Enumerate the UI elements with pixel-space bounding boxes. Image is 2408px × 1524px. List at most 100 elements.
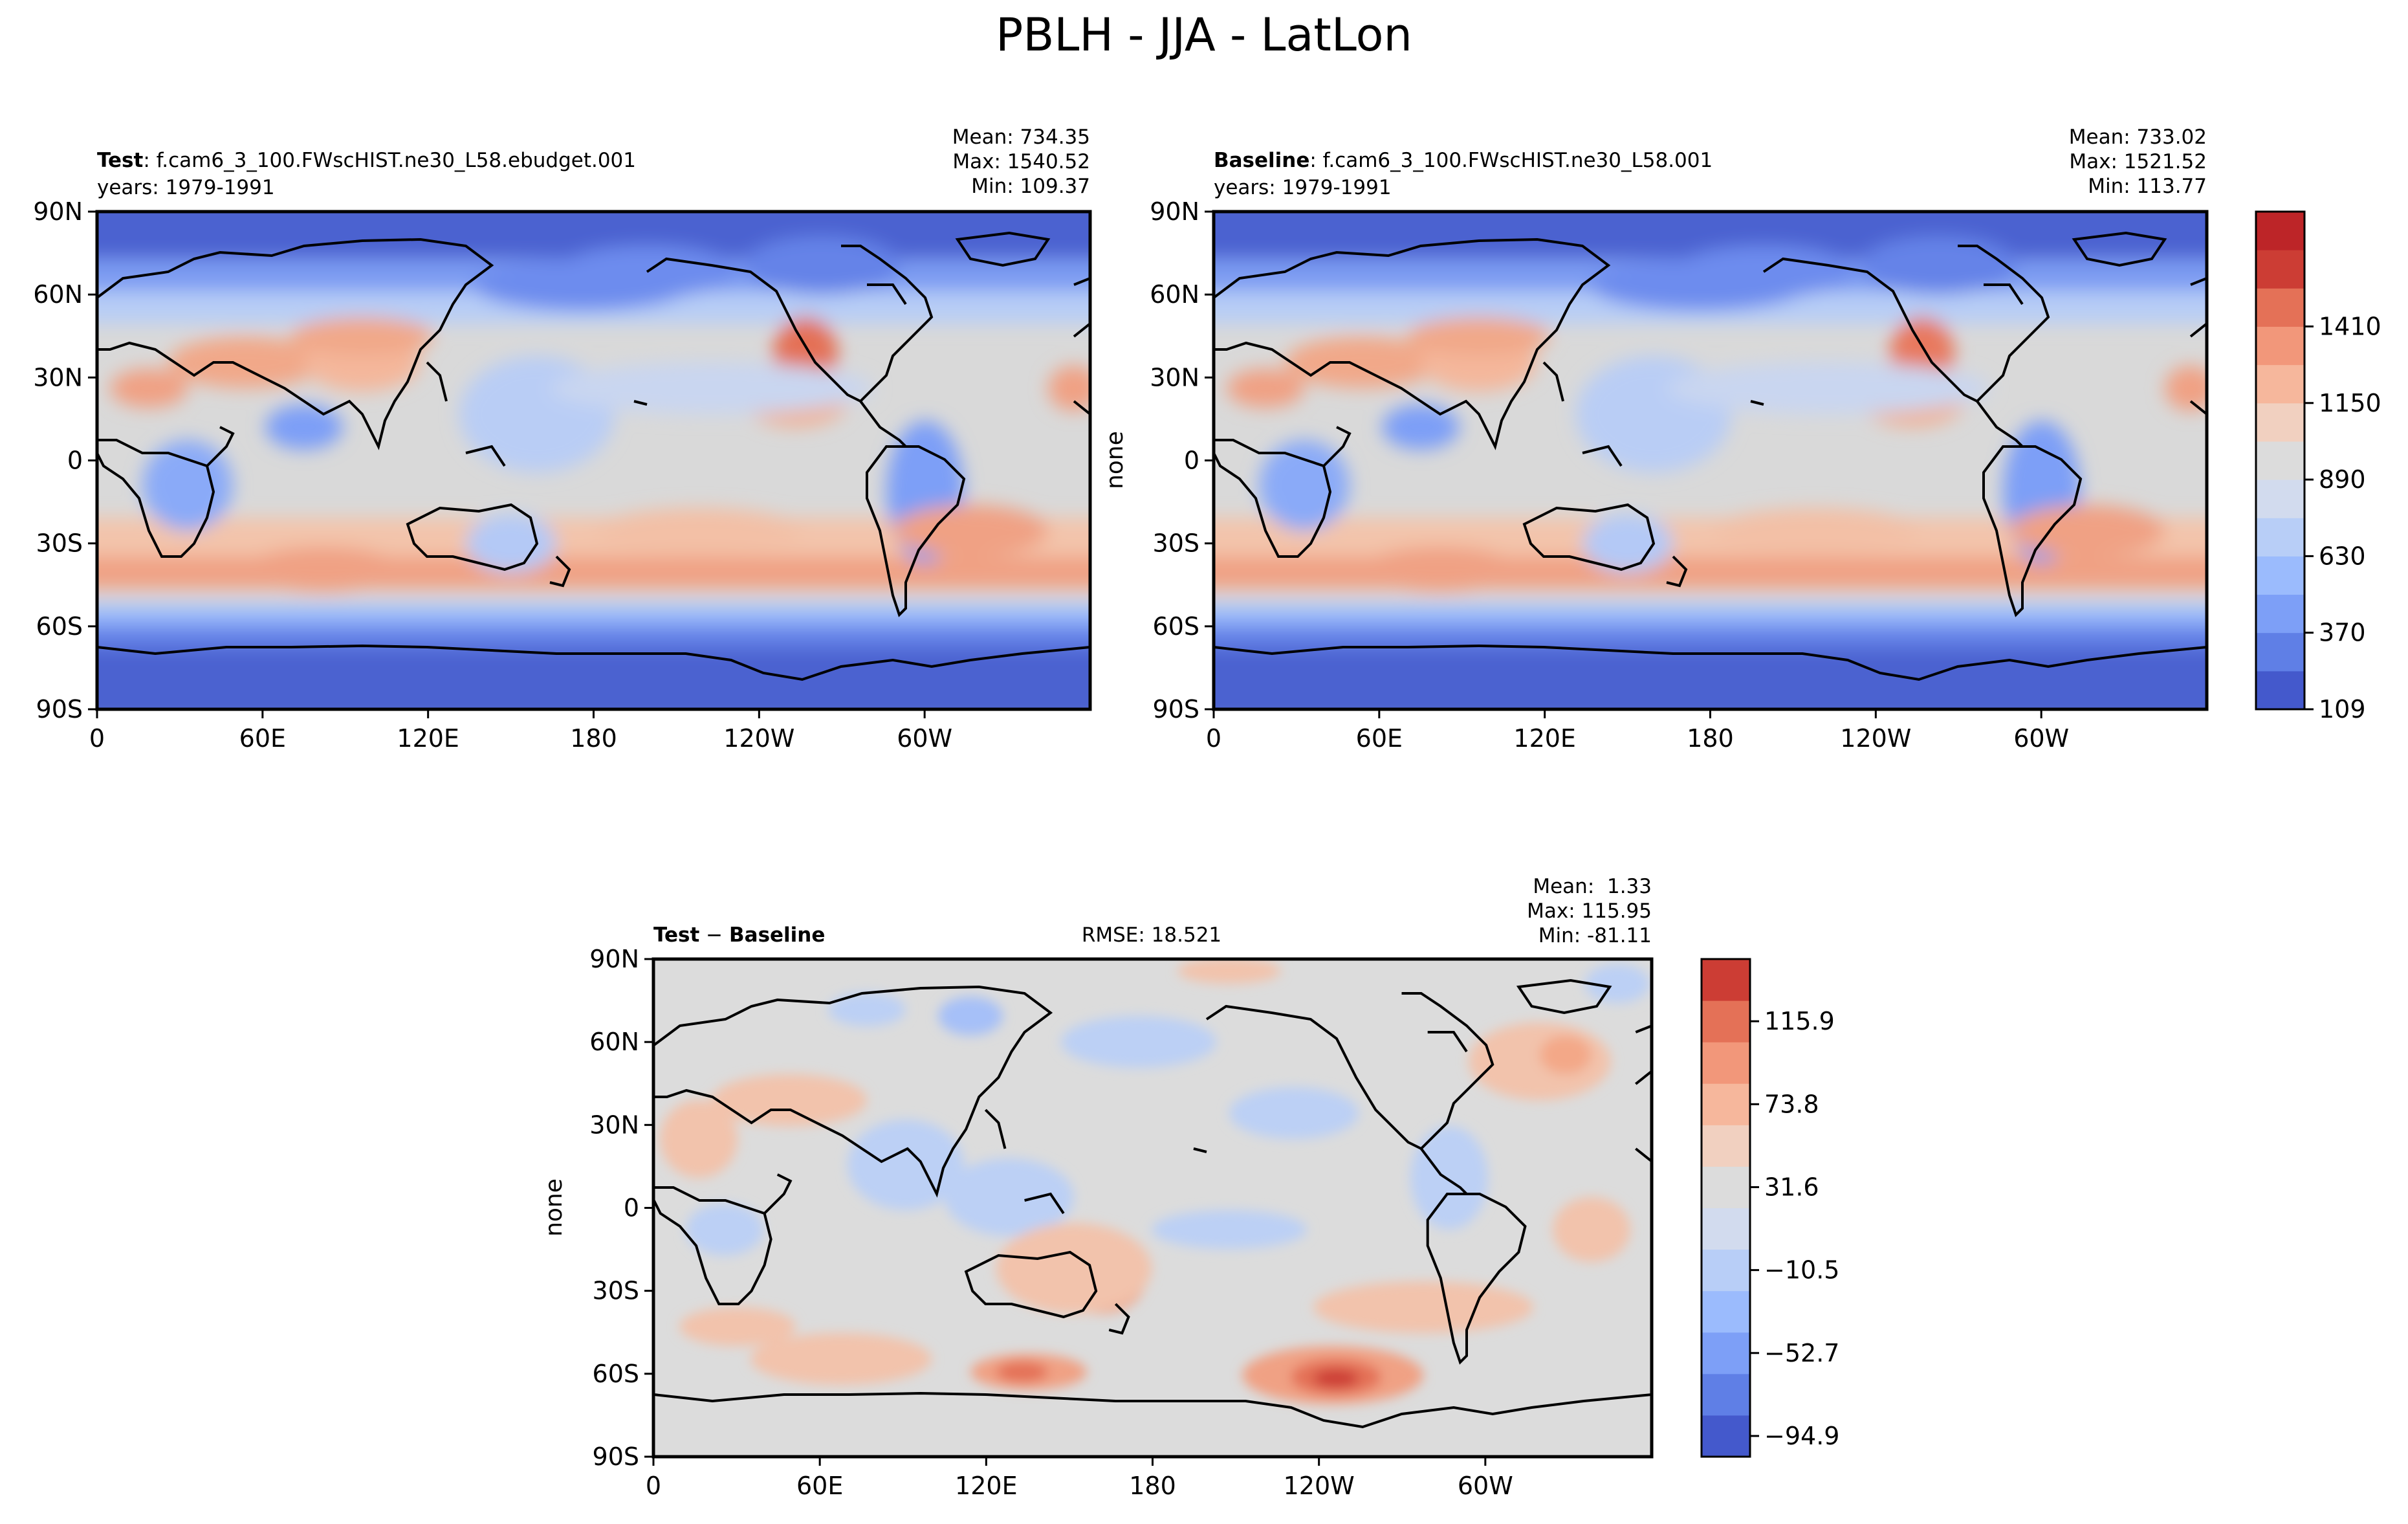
diff-ytick-label: 90S — [593, 1442, 639, 1471]
panel-baseline-mean: Mean: 733.02 — [2069, 126, 2207, 149]
colorbar-main-color-segment — [2256, 326, 2304, 366]
colorbar-diff-color-segment — [1702, 1373, 1750, 1416]
panel-test-title-bold: Test — [97, 149, 144, 172]
panel-test-title: Test: f.cam6_3_100.FWscHIST.ne30_L58.ebu… — [97, 149, 636, 172]
panel-diff-coastlines — [653, 978, 1652, 1429]
diff-xtick-label: 60E — [796, 1472, 843, 1500]
panel-baseline: Baseline: f.cam6_3_100.FWscHIST.ne30_L58… — [1102, 126, 2209, 753]
test-xtick-label: 120E — [397, 724, 459, 753]
test-ytick-label: 0 — [67, 447, 83, 475]
panel-diff-min: Min: -81.11 — [1538, 924, 1652, 947]
panel-baseline-ylabel: none — [1102, 431, 1128, 489]
colorbar-diff-color-segment — [1702, 1208, 1750, 1250]
colorbar-diff-color-segment — [1702, 1125, 1750, 1167]
baseline-ytick-label: 90S — [1153, 695, 1199, 723]
colorbar-diff-color-segment — [1702, 1332, 1750, 1375]
colorbar-main-color-segment — [2256, 556, 2304, 595]
colorbar-main: 109 370 630 890 1150 1410 — [2255, 210, 2381, 723]
baseline-ytick-label: 60S — [1153, 612, 1199, 641]
test-ytick-label: 90N — [33, 197, 83, 226]
panel-baseline-coastlines — [1214, 231, 2207, 681]
panel-baseline-axes: 0 60E 120E 180 120W 60W 90N 60N 30N 0 30S 60S 90S — [1150, 197, 2069, 753]
colorbar-diff-tick-label: −52.7 — [1764, 1339, 1839, 1367]
panel-baseline-title: Baseline: f.cam6_3_100.FWscHIST.ne30_L58… — [1214, 149, 1713, 172]
colorbar-main-color-segment — [2256, 594, 2304, 634]
panel-diff-mean: Mean: 1.33 — [1533, 875, 1652, 898]
colorbar-main-color-segment — [2256, 364, 2304, 404]
colorbar-main-color-segment — [2256, 403, 2304, 442]
colorbar-main-tick-label: 109 — [2319, 695, 2366, 723]
colorbar-main-color-segment — [2256, 441, 2304, 480]
diff-xtick-label: 60W — [1458, 1472, 1513, 1500]
colorbar-diff-color-segment — [1702, 1083, 1750, 1125]
test-ytick-label: 90S — [36, 695, 83, 723]
colorbar-diff-tick-label: 73.8 — [1764, 1090, 1819, 1118]
colorbar-diff-color-segment — [1702, 959, 1750, 1001]
diff-ytick-label: 60S — [593, 1360, 639, 1388]
figure-title: PBLH - JJA - LatLon — [996, 8, 1412, 61]
diff-xtick-label: 0 — [646, 1472, 661, 1500]
colorbar-diff-frame — [1700, 958, 1751, 1458]
diff-ytick-label: 90N — [589, 945, 639, 973]
colorbar-main-tick-label: 890 — [2319, 465, 2366, 494]
colorbar-diff-color-segment — [1702, 1042, 1750, 1084]
panel-test-mean: Mean: 734.35 — [952, 126, 1090, 149]
diff-ytick-label: 30N — [589, 1110, 639, 1139]
panel-diff-title: Test − Baseline — [653, 923, 825, 947]
colorbar-main-tick-label: 1150 — [2319, 389, 2381, 417]
test-ytick-label: 60N — [33, 280, 83, 309]
test-xtick-label: 0 — [89, 724, 105, 753]
baseline-ytick-label: 0 — [1184, 447, 1199, 475]
panel-test-map — [97, 212, 1090, 709]
baseline-xtick-label: 0 — [1206, 724, 1221, 753]
colorbar-main-color-segment — [2256, 632, 2304, 672]
baseline-xtick-label: 120W — [1840, 724, 1911, 753]
colorbar-diff-color-segment — [1702, 1166, 1750, 1208]
baseline-ytick-label: 30N — [1150, 363, 1199, 392]
panel-diff-ylabel: none — [541, 1178, 567, 1237]
panel-diff-max: Max: 115.95 — [1527, 900, 1652, 923]
panel-diff-map — [653, 959, 1652, 1457]
test-xtick-label: 120W — [723, 724, 794, 753]
colorbar-main-color-segment — [2256, 480, 2304, 518]
test-xtick-label: 60E — [239, 724, 286, 753]
colorbar-diff-tick-label: −94.9 — [1764, 1422, 1839, 1450]
colorbar-diff-tick-label: 31.6 — [1764, 1173, 1819, 1201]
colorbar-diff-color-segment — [1702, 1290, 1750, 1333]
colorbar-diff-tick-label: −10.5 — [1764, 1256, 1839, 1285]
baseline-xtick-label: 120E — [1513, 724, 1576, 753]
panel-baseline-map — [1214, 212, 2207, 709]
panel-baseline-years: years: 1979-1991 — [1214, 176, 1392, 199]
panel-test: Test: f.cam6_3_100.FWscHIST.ne30_L58.ebu… — [33, 126, 1092, 753]
panel-test-axes: 0 60E 120E 180 120W 60W 90N 60N 30N 0 30S 60S 90S — [33, 197, 952, 753]
colorbar-main-frame — [2255, 210, 2306, 711]
panel-baseline-title-rest: : f.cam6_3_100.FWscHIST.ne30_L58.001 — [1309, 149, 1713, 172]
test-ytick-label: 30S — [36, 529, 83, 558]
test-ytick-label: 30N — [33, 363, 83, 392]
colorbar-main-color-segment — [2256, 250, 2304, 289]
colorbar-main-tick-label: 1410 — [2319, 312, 2381, 340]
colorbar-main-color-segment — [2256, 288, 2304, 327]
colorbar-diff-color-segment — [1702, 1000, 1750, 1043]
panel-test-max: Max: 1540.52 — [952, 150, 1090, 173]
panel-diff-rmse: RMSE: 18.521 — [1082, 923, 1221, 947]
panel-baseline-max: Max: 1521.52 — [2069, 150, 2207, 173]
panel-diff-title-b: Baseline — [729, 923, 825, 947]
panel-test-min: Min: 109.37 — [971, 175, 1090, 198]
test-ytick-label: 60S — [36, 612, 83, 641]
test-xtick-label: 180 — [570, 724, 617, 753]
panel-diff-axes: 0 60E 120E 180 120W 60W 90N 60N 30N 0 30S 60S 90S — [589, 945, 1513, 1500]
colorbar-main-color-segment — [2256, 212, 2304, 250]
baseline-ytick-label: 60N — [1150, 280, 1199, 309]
panel-test-title-rest: : f.cam6_3_100.FWscHIST.ne30_L58.ebudget… — [143, 149, 636, 172]
panel-diff-title-sep: − — [699, 923, 729, 947]
colorbar-main-tick-label: 370 — [2319, 619, 2366, 647]
baseline-ytick-label: 30S — [1153, 529, 1199, 558]
colorbar-diff-color-segment — [1702, 1249, 1750, 1292]
diff-ytick-label: 60N — [589, 1028, 639, 1056]
panel-test-years: years: 1979-1991 — [97, 176, 275, 199]
panel-diff-title-a: Test — [653, 923, 700, 947]
colorbar-diff-color-segment — [1702, 1415, 1750, 1457]
test-xtick-label: 60W — [897, 724, 952, 753]
colorbar-main-color-segment — [2256, 670, 2304, 710]
